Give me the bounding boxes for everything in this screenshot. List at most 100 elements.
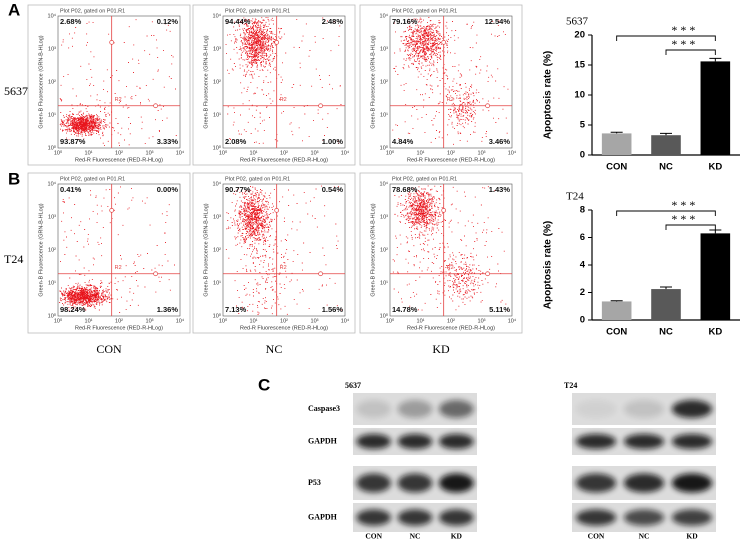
y-axis-label: Green-B Fluorescence (GRN-B-HLog) <box>38 203 44 296</box>
y-tick-label: 10² <box>48 79 56 85</box>
gate-handle <box>153 271 158 277</box>
gate-label: R2 <box>115 97 122 103</box>
y-axis-label: Green-B Fluorescence (GRN-B-HLog) <box>370 35 376 128</box>
x-tick-label: 10¹ <box>85 150 93 156</box>
error-bar <box>660 286 672 290</box>
x-tick-label: 10⁰ <box>386 149 395 156</box>
scatter-dots <box>225 16 342 145</box>
x-tick-label: 10² <box>447 318 455 324</box>
y-tick-label: 10¹ <box>48 112 56 118</box>
gate-handle <box>441 208 447 213</box>
plot-frame <box>192 4 356 166</box>
y-tick-label: 10⁴ <box>213 180 222 187</box>
y-tick-label: 10⁰ <box>380 144 389 151</box>
y-tick-label: 10¹ <box>380 112 388 118</box>
x-axis-label: Red-R Fluorescence (RED-R-HLog) <box>240 325 328 331</box>
flow-plot: Plot P02, gated on P01.R1 R2 2.68% 0.12% 93.… <box>27 4 191 166</box>
blot-band <box>356 400 392 418</box>
gate-handle <box>274 40 280 45</box>
x-axis-label: Red-R Fluorescence (RED-R-HLog) <box>407 325 495 331</box>
blot-band <box>623 473 665 493</box>
y-tick-label: 10³ <box>213 46 221 52</box>
x-tick-label: 10⁴ <box>176 317 185 324</box>
x-axis-label: Red-R Fluorescence (RED-R-HLog) <box>75 157 163 163</box>
x-tick-label: 10³ <box>146 150 154 156</box>
row-label: 5637 <box>4 84 28 98</box>
y-tick-label: 15 <box>574 60 585 71</box>
x-tick-label: 10³ <box>478 150 486 156</box>
blot-row-label: Caspase3 <box>308 404 340 413</box>
panel-label: B <box>8 169 20 188</box>
gate-handle <box>318 103 323 109</box>
quadrant-percent: 7.13% <box>225 305 247 314</box>
bar <box>651 289 681 320</box>
plot-header: Plot P02, gated on P01.R1 <box>60 8 125 14</box>
y-tick-label: 10⁰ <box>213 144 222 151</box>
quadrant-percent: 1.43% <box>489 185 511 194</box>
gate-label: R2 <box>447 265 454 271</box>
gate-handle <box>485 103 490 109</box>
plot-header: Plot P02, gated on P01.R1 <box>392 176 457 182</box>
blot-band <box>397 400 433 418</box>
lane-label: KD <box>451 532 463 541</box>
error-bar <box>709 229 722 234</box>
plot-area <box>222 15 346 149</box>
x-tick-label: CON <box>606 327 627 338</box>
gate-label: R2 <box>280 97 287 103</box>
panel-label: C <box>258 375 270 394</box>
quadrant-percent: 0.54% <box>322 185 344 194</box>
y-tick-label: 10⁰ <box>48 312 57 319</box>
y-tick-label: 10⁴ <box>48 180 57 187</box>
y-tick-label: 10² <box>213 247 221 253</box>
error-bar <box>610 300 623 302</box>
x-tick-label: 10¹ <box>250 150 258 156</box>
quadrant-percent: 2.48% <box>322 17 344 26</box>
y-tick-label: 10⁰ <box>380 312 389 319</box>
y-tick-label: 20 <box>574 30 585 41</box>
y-axis-label: Green-B Fluorescence (GRN-B-HLog) <box>203 35 209 128</box>
blot-band <box>623 433 665 450</box>
quadrant-percent: 0.41% <box>60 185 82 194</box>
blot-band <box>397 433 433 450</box>
quadrant-percent: 0.00% <box>157 185 179 194</box>
blot-band <box>438 400 474 418</box>
y-tick-label: 10³ <box>48 46 56 52</box>
blot-band <box>575 473 617 493</box>
plot-frame <box>27 4 191 166</box>
plot-area <box>389 183 513 317</box>
plot-area <box>222 183 346 317</box>
plot-header: Plot P02, gated on P01.R1 <box>392 8 457 14</box>
y-tick-label: 5 <box>580 120 586 131</box>
scatter-dots <box>392 185 509 312</box>
scatter-dots <box>225 185 342 315</box>
significance-bracket <box>665 224 716 230</box>
x-tick-label: 10⁰ <box>219 149 228 156</box>
y-tick-label: 10¹ <box>48 280 56 286</box>
blot-band <box>671 473 713 493</box>
y-tick-label: 2 <box>580 287 585 298</box>
quadrant-percent: 98.24% <box>60 305 86 314</box>
panel-label: A <box>8 0 20 19</box>
bar <box>700 233 731 320</box>
x-tick-label: 10² <box>280 318 288 324</box>
blot-cell-line: 5637 <box>345 381 361 390</box>
x-tick-label: KD <box>708 327 722 338</box>
x-tick-label: 10⁰ <box>386 317 395 324</box>
quadrant-percent: 0.12% <box>157 17 179 26</box>
gate-handle <box>153 103 158 109</box>
y-tick-label: 6 <box>580 232 585 243</box>
group-label: KD <box>432 342 450 356</box>
quadrant-percent: 1.56% <box>322 305 344 314</box>
quadrant-percent: 79.16% <box>392 17 418 26</box>
blot-band <box>438 509 474 526</box>
gate-handle <box>109 40 115 45</box>
gate-label: R2 <box>280 265 287 271</box>
flow-plot: Plot P02, gated on P01.R1 R2 78.68% 1.43% 14… <box>359 172 523 334</box>
x-tick-label: 10⁴ <box>341 149 350 156</box>
bar <box>651 135 681 155</box>
quadrant-percent: 93.87% <box>60 137 86 146</box>
chart-title: T24 <box>566 191 584 203</box>
y-tick-label: 10³ <box>380 46 388 52</box>
blot-row-label: P53 <box>308 478 321 487</box>
plot-area <box>389 15 513 149</box>
